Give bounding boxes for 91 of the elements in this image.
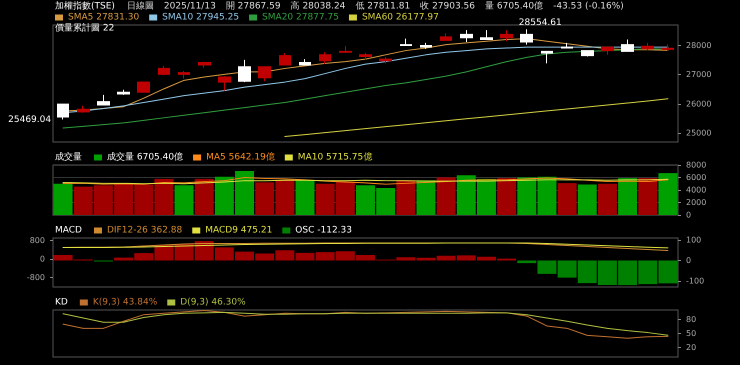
y-tick-label: 0 [686,256,692,265]
annotation: 價量累計圖 22 [55,22,114,34]
bar [296,180,314,215]
candlestick [137,82,150,93]
text: 開 27867.59 [226,0,281,12]
candlestick [420,42,432,50]
candlestick [601,46,614,56]
bar [54,184,73,215]
legend-label: SMA5 27831.30 [68,12,140,22]
candlestick [541,50,553,64]
candlestick [581,50,594,58]
y-tick-label: 0 [686,210,692,220]
y-tick-label: 8000 [686,160,706,170]
candlestick [57,104,69,120]
chart-title: 成交量 [55,152,82,162]
candlestick [561,42,573,49]
candlestick [339,46,352,54]
legend-label: SMA60 26177.97 [362,12,439,22]
legend-label: DIF12-26 362.88 [106,226,183,236]
text: 2025/11/13 [164,2,216,12]
y-tick-label: 26000 [686,99,712,108]
candlestick [520,28,533,46]
candlestick [400,38,412,46]
y2-tick-label: 0 [40,254,45,264]
y2-tick-label: 800 [30,236,45,245]
legend-label: SMA20 27877.75 [262,12,339,22]
legend-label: D(9,3) 46.30% [180,298,246,308]
y-tick-label: 28000 [686,40,712,50]
bar [658,173,678,215]
y-tick-label: 27000 [686,70,712,80]
candlestick [319,52,331,65]
candlestick [500,30,513,42]
legend-label: K(9,3) 43.84% [92,298,158,308]
legend-label: SMA10 27945.25 [162,12,240,22]
y-tick-label: 2000 [686,198,706,207]
y-tick-label: 50 [686,329,696,338]
bar [416,180,436,215]
text: 高 28038.24 [290,0,346,12]
candlestick [258,66,271,82]
candlestick [158,65,170,76]
bar [558,183,577,215]
candlestick [460,30,473,43]
bar [396,180,416,215]
candlestick [238,59,251,83]
candlestick [379,56,392,64]
y-tick-label: 6000 [686,173,706,182]
y-tick-label: 4000 [686,186,706,194]
legend-label: MA10 5715.75億 [298,152,372,162]
annotation: 28554.61 [518,18,562,28]
chart-title: 加權指數(TSE) [55,0,115,12]
y-tick-label: -100 [686,276,704,286]
y-tick-label: 20 [686,343,696,352]
candlestick [218,76,231,92]
bar [174,185,194,215]
bar [598,184,617,215]
candlestick [299,58,311,66]
candlestick [97,94,110,106]
candlestick [480,30,493,40]
line-series [284,98,668,138]
bar [618,178,638,215]
legend-label: 成交量 6705.40億 [107,152,184,162]
chart-title: KD [55,298,68,308]
legend-label: MACD9 475.21 [205,226,272,236]
candlestick [279,52,291,66]
text: 日線圖 [126,0,154,12]
candlestick [178,70,190,80]
y-tick-label: 100 [686,236,702,245]
candlestick [198,61,211,68]
text: -43.53 (-0.16%) [553,2,624,12]
bar [497,178,516,215]
text: 量 6705.40億 [485,0,544,12]
legend-label: OSC -112.33 [295,226,352,236]
text: 25469.04 [8,115,52,126]
bar [638,178,658,215]
candlestick [641,42,654,52]
bar [436,177,456,215]
text: 收 27903.56 [420,0,476,12]
chart-title: MACD [55,226,82,236]
candlestick [662,44,674,52]
candlestick [359,52,372,60]
bar [578,184,597,215]
candlestick [621,39,634,52]
y2-tick-label: -800 [26,273,45,282]
y-tick-label: 25000 [686,128,712,138]
candlestick [440,33,452,41]
candlestick [77,105,90,114]
y-tick-label: 80 [686,314,696,324]
legend-label: MA5 5642.19億 [206,152,275,162]
bar [194,178,214,215]
candlestick [117,89,130,96]
text: 低 27811.81 [355,0,410,12]
